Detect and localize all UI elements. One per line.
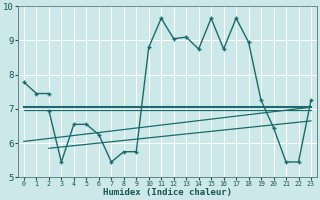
X-axis label: Humidex (Indice chaleur): Humidex (Indice chaleur) xyxy=(103,188,232,197)
